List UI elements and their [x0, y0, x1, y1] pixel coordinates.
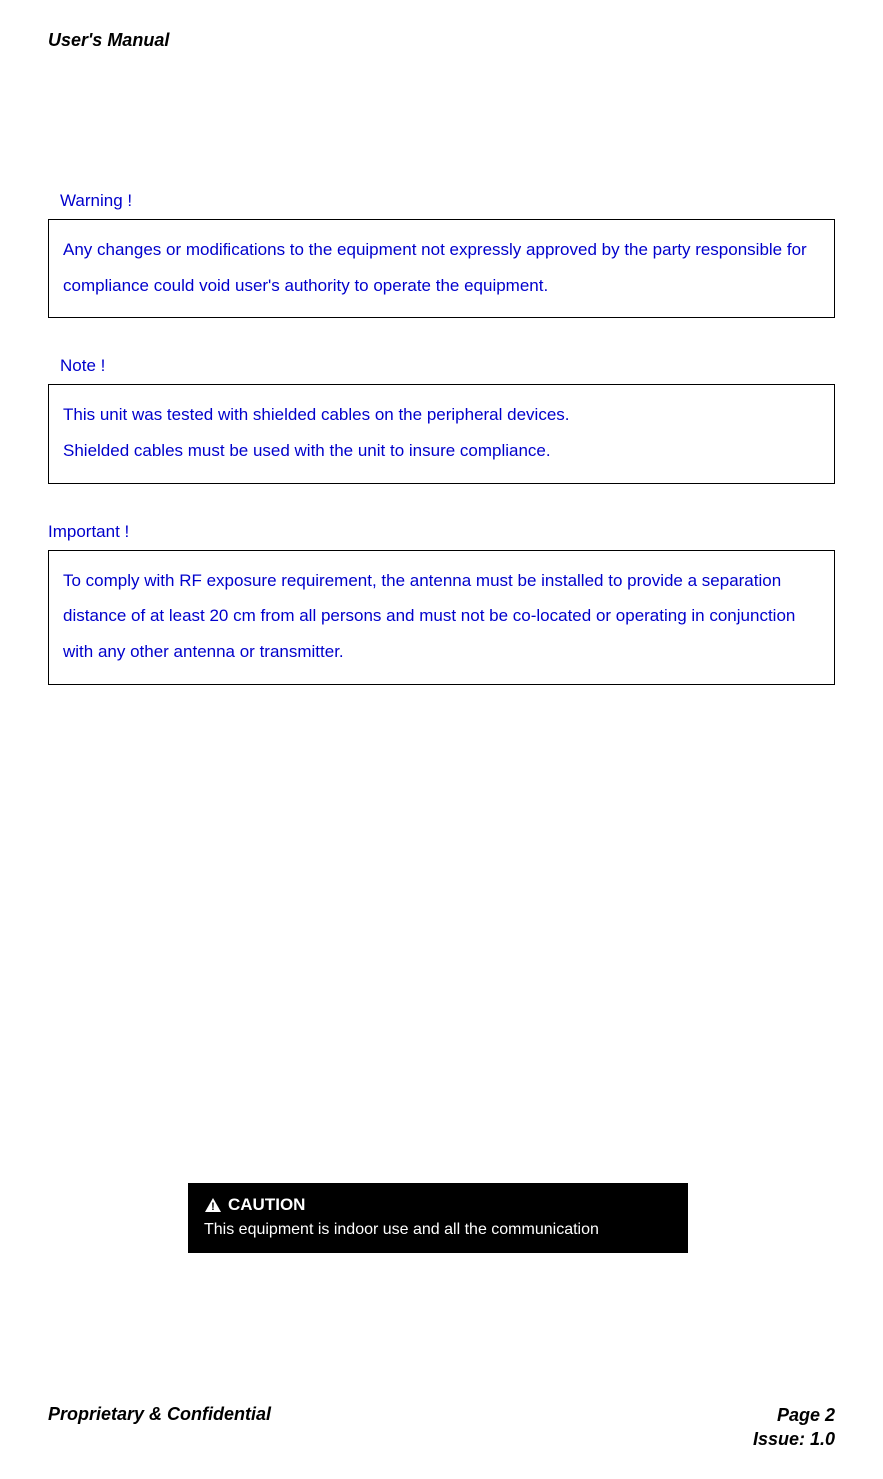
warning-box: Any changes or modifications to the equi… — [48, 219, 835, 318]
important-box: To comply with RF exposure requirement, … — [48, 550, 835, 685]
footer-page: Page 2 — [753, 1404, 835, 1427]
caution-text: This equipment is indoor use and all the… — [204, 1221, 672, 1239]
note-line1: This unit was tested with shielded cable… — [63, 397, 820, 433]
footer-issue: Issue: 1.0 — [753, 1428, 835, 1451]
note-box: This unit was tested with shielded cable… — [48, 384, 835, 483]
warning-label: Warning ! — [60, 191, 835, 211]
note-line2: Shielded cables must be used with the un… — [63, 433, 820, 469]
caution-title: CAUTION — [228, 1195, 305, 1215]
footer: Proprietary & Confidential Page 2 Issue:… — [48, 1404, 835, 1451]
warning-triangle-icon: ! — [204, 1197, 222, 1213]
caution-title-row: ! CAUTION — [204, 1195, 672, 1215]
page-container: User's Manual Warning ! Any changes or m… — [0, 0, 883, 1479]
note-label: Note ! — [60, 356, 835, 376]
footer-right: Page 2 Issue: 1.0 — [753, 1404, 835, 1451]
svg-text:!: ! — [211, 1201, 215, 1213]
important-label: Important ! — [48, 522, 835, 542]
spacer — [48, 723, 835, 1183]
important-text: To comply with RF exposure requirement, … — [63, 571, 795, 661]
caution-box: ! CAUTION This equipment is indoor use a… — [188, 1183, 688, 1253]
header-title: User's Manual — [48, 30, 835, 51]
footer-left: Proprietary & Confidential — [48, 1404, 271, 1451]
warning-text: Any changes or modifications to the equi… — [63, 240, 807, 295]
